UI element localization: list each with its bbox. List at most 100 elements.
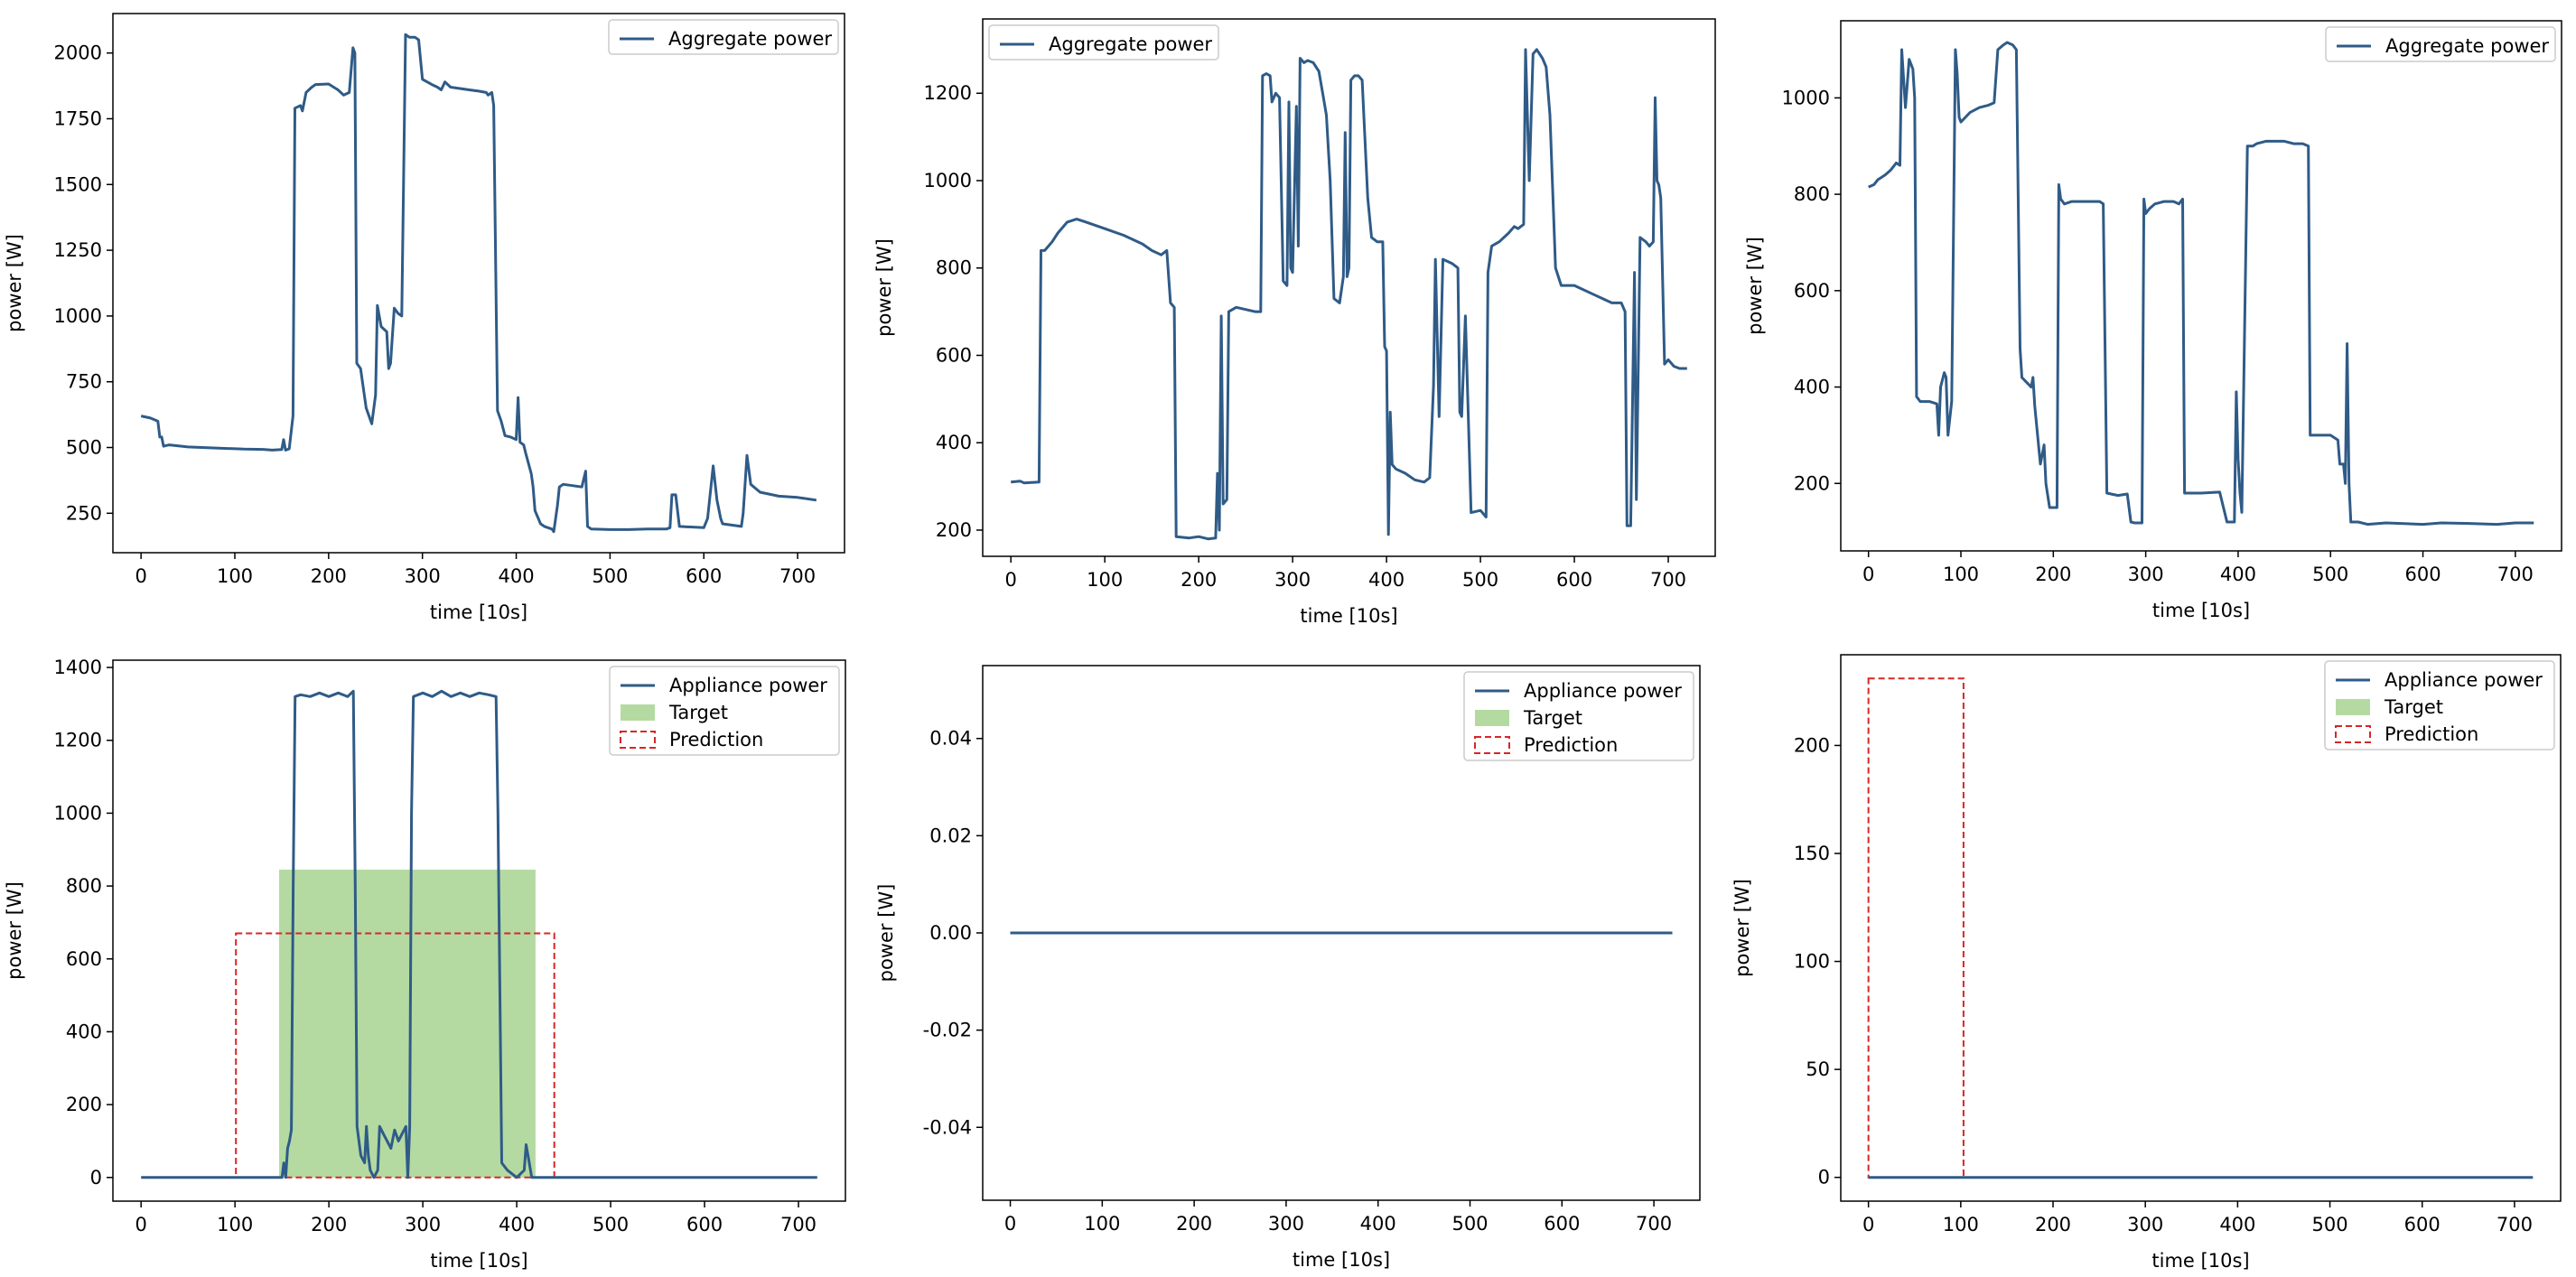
x-tick-label: 500 [1451, 1213, 1488, 1235]
y-tick-label: 200 [66, 1094, 102, 1115]
legend-label: Appliance power [669, 675, 827, 696]
x-tick-label: 0 [1862, 1214, 1874, 1235]
x-tick-label: 300 [1268, 1213, 1304, 1235]
y-axis-label: power [W] [875, 884, 897, 983]
y-tick-label: 600 [936, 344, 972, 366]
x-tick-label: 300 [405, 565, 441, 587]
y-tick-label: 1000 [1782, 87, 1830, 108]
legend: Aggregate power [608, 19, 839, 55]
legend-box [2324, 660, 2555, 750]
axes-frame [1840, 20, 2562, 552]
series-line-aggregate-power [1011, 48, 1687, 541]
y-tick-label: 500 [66, 437, 102, 459]
x-tick-label: 600 [2404, 1214, 2441, 1235]
x-tick-label: 100 [1084, 1213, 1120, 1235]
y-tick-label: -0.04 [923, 1116, 972, 1138]
x-axis-label: time [10s] [430, 601, 527, 623]
x-tick-label: 500 [2312, 1214, 2348, 1235]
x-tick-label: 500 [592, 565, 628, 587]
y-tick-label: 1400 [54, 657, 102, 678]
legend-fill-swatch [2336, 699, 2370, 715]
x-tick-label: 0 [1005, 569, 1017, 591]
y-tick-label: 1200 [924, 82, 972, 104]
chart-panel-5: 0 100 200 300 400 500 600 700 -0.04 -0.02 0.00 0.02… [875, 665, 1701, 1271]
x-tick-label: 700 [779, 565, 816, 587]
prediction-box [235, 932, 555, 1179]
y-tick-label: 250 [66, 502, 102, 524]
x-tick-label: 100 [217, 1214, 253, 1235]
x-tick-label: 100 [1087, 569, 1123, 591]
legend-label: Prediction [669, 729, 763, 750]
axes-frame [1840, 654, 2562, 1202]
x-tick-label: 200 [311, 1214, 347, 1235]
x-tick-label: 600 [686, 1214, 723, 1235]
x-tick-label: 200 [1181, 569, 1217, 591]
x-tick-label: 500 [593, 1214, 629, 1235]
target-band [279, 869, 536, 1178]
x-tick-label: 600 [686, 565, 722, 587]
legend-label: Aggregate power [2385, 35, 2549, 57]
y-tick-label: 1500 [54, 173, 102, 195]
y-tick-label: 1000 [54, 802, 102, 824]
chart-panel-3: 0 100 200 300 400 500 600 700 200 400 600 800 1000 ti… [1744, 20, 2562, 621]
legend-dashed-swatch [620, 731, 656, 749]
x-axis-label: time [10s] [1300, 605, 1397, 627]
y-tick-label: 200 [1794, 734, 1830, 756]
x-tick-label: 300 [2127, 1214, 2163, 1235]
legend-label: Aggregate power [668, 28, 832, 50]
y-tick-label: 200 [1794, 472, 1830, 494]
legend-box [609, 666, 840, 756]
x-tick-label: 200 [1176, 1213, 1212, 1235]
legend: Appliance power Target Prediction [1463, 671, 1694, 761]
y-tick-label: 800 [936, 257, 972, 279]
y-axis-label: power [W] [873, 238, 895, 337]
y-tick-label: 600 [66, 948, 102, 970]
legend-box [988, 24, 1219, 61]
y-tick-label: 0.04 [929, 728, 972, 750]
x-axis-label: time [10s] [1293, 1249, 1390, 1271]
y-tick-label: 1000 [924, 170, 972, 191]
x-tick-label: 200 [2035, 1214, 2071, 1235]
series-line-appliance-power [141, 689, 817, 1179]
y-tick-label: 600 [1794, 280, 1830, 302]
y-tick-label: 150 [1794, 843, 1830, 864]
x-tick-label: 0 [135, 565, 146, 587]
x-tick-label: 0 [135, 1214, 147, 1235]
legend-label: Prediction [1524, 734, 1618, 756]
series-line-aggregate-power [1868, 41, 2534, 527]
legend-dashed-swatch [2335, 725, 2371, 743]
y-tick-label: 1750 [54, 107, 102, 129]
legend-label: Aggregate power [1049, 33, 1212, 55]
axes-frame [112, 659, 846, 1202]
x-tick-label: 300 [405, 1214, 441, 1235]
legend: Aggregate power [2325, 26, 2556, 62]
legend-box [2325, 26, 2556, 62]
x-tick-label: 700 [1650, 569, 1686, 591]
x-tick-label: 0 [1862, 564, 1874, 585]
x-tick-label: 0 [1004, 1213, 1016, 1235]
chart-panel-4: 0 100 200 300 400 500 600 700 0 200 400 600 800 1000 1… [4, 657, 846, 1272]
x-tick-label: 600 [2404, 564, 2441, 585]
x-tick-label: 700 [2497, 1214, 2533, 1235]
axes-frame [982, 18, 1716, 557]
x-tick-label: 500 [2312, 564, 2348, 585]
x-tick-label: 300 [2128, 564, 2164, 585]
y-tick-label: 800 [66, 875, 102, 897]
legend-label: Appliance power [2385, 669, 2543, 691]
x-tick-label: 400 [2219, 1214, 2255, 1235]
x-tick-label: 200 [311, 565, 347, 587]
chart-panel-6: 0 100 200 300 400 500 600 700 0 50 100 150 200 time [… [1731, 654, 2562, 1272]
x-tick-label: 400 [498, 565, 534, 587]
legend-fill-swatch [1475, 710, 1509, 726]
x-tick-label: 100 [217, 565, 253, 587]
x-tick-label: 600 [1556, 569, 1592, 591]
legend-fill-swatch [621, 704, 655, 721]
y-tick-label: 1250 [54, 239, 102, 261]
x-tick-label: 200 [2035, 564, 2071, 585]
y-tick-label: 400 [936, 432, 972, 453]
y-axis-label: power [W] [4, 234, 25, 332]
y-tick-label: 1200 [54, 730, 102, 751]
legend-label: Prediction [2385, 723, 2478, 745]
legend: Appliance power Target Prediction [2324, 660, 2555, 750]
